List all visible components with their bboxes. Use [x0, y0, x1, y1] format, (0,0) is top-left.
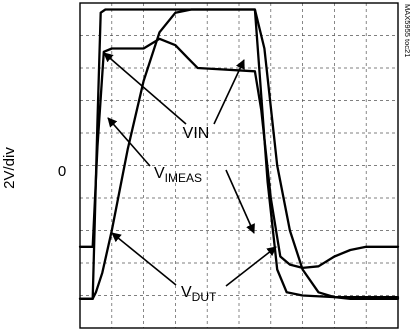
vimeas-label-sub: IMEAS	[165, 171, 202, 185]
vdut-arrow-left	[111, 232, 177, 286]
vin-label-main: VIN	[183, 125, 210, 142]
trace-vdut	[78, 8, 400, 300]
vdut-label-main: V	[181, 284, 192, 301]
annotation-arrows	[103, 52, 277, 287]
figure-id-label: MAX5955 toc21	[403, 4, 412, 57]
trace-vimeas	[78, 37, 400, 270]
vimeas-arrow-right	[225, 169, 255, 234]
vimeas-label: VIMEAS	[154, 165, 202, 185]
trace-group	[78, 8, 400, 300]
y-axis-label: 2V/div	[1, 147, 18, 189]
plot-grid	[80, 3, 398, 328]
plot-frame	[79, 2, 399, 329]
vin-label: VIN	[183, 125, 210, 142]
vin-arrow-right	[213, 59, 245, 125]
vdut-label-sub: DUT	[192, 290, 217, 304]
vdut-label: VDUT	[181, 284, 217, 304]
vimeas-label-main: V	[154, 165, 165, 182]
vin-arrow-left	[103, 52, 187, 125]
vimeas-arrow-left	[107, 117, 151, 167]
zero-level-label: 0	[58, 163, 66, 180]
vdut-arrow-right	[225, 246, 277, 287]
